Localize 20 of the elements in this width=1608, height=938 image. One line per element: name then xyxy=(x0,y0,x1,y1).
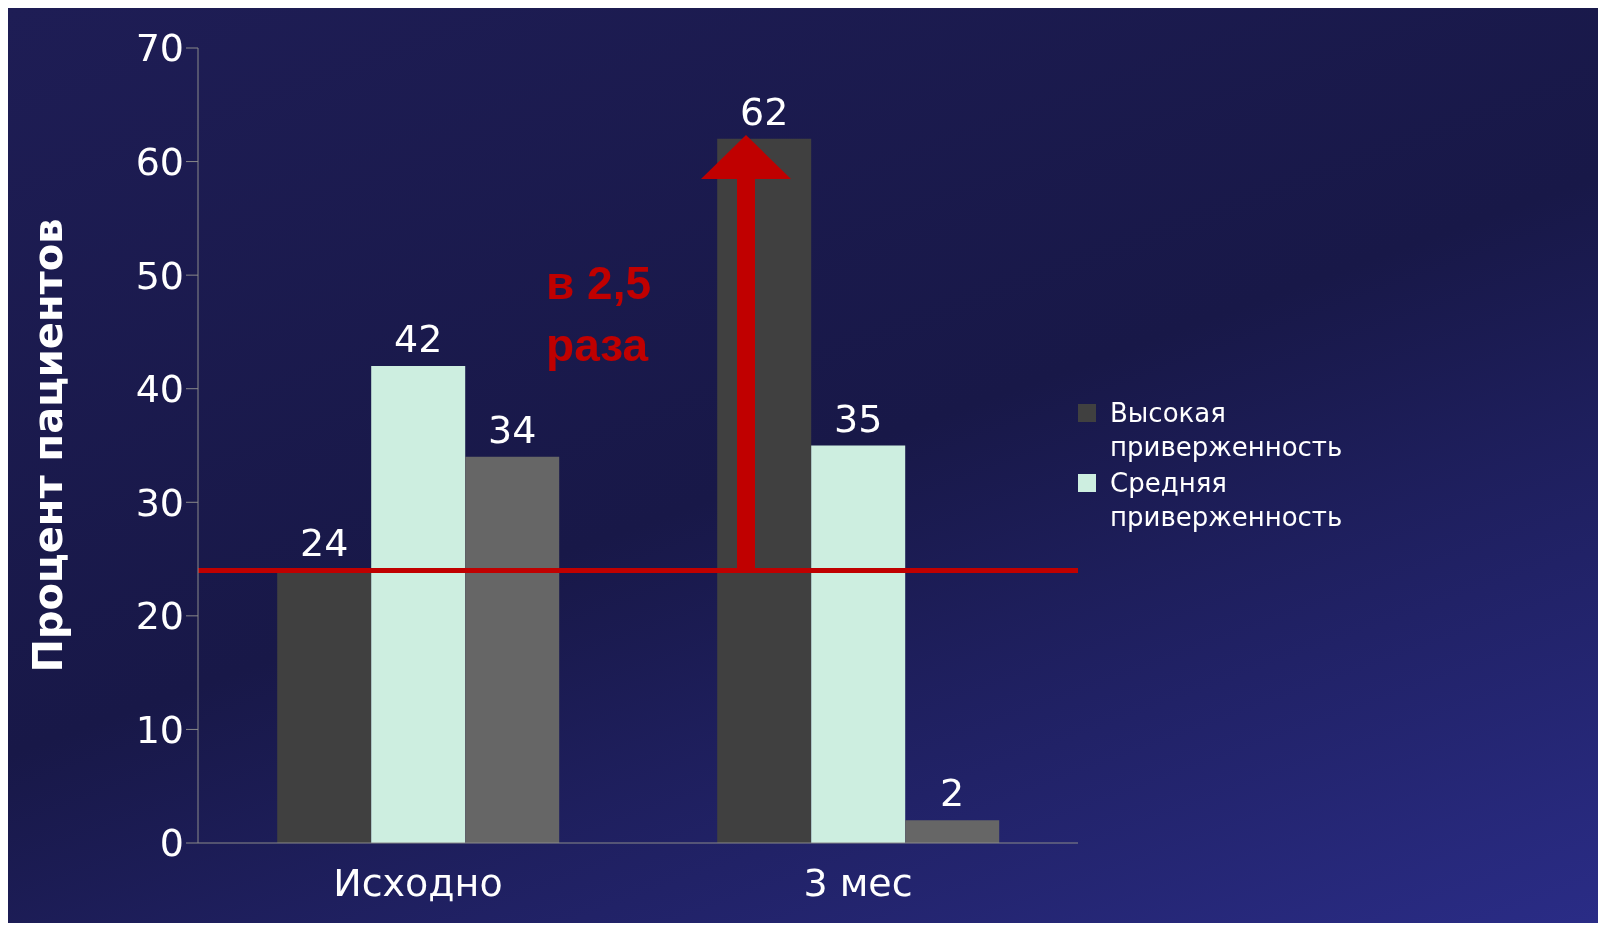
y-axis-title: Процент пациентов xyxy=(25,218,72,673)
y-tick-label: 40 xyxy=(135,367,184,412)
legend-label: Высокая приверженность xyxy=(1110,396,1343,464)
y-tick-label: 10 xyxy=(135,707,184,752)
y-tick-label: 50 xyxy=(135,253,184,298)
annotation: в 2,5 раза xyxy=(546,256,653,374)
y-tick-label: 60 xyxy=(135,140,184,185)
y-tick-label: 20 xyxy=(135,594,184,639)
data-label: 35 xyxy=(834,396,883,441)
y-tick-label: 30 xyxy=(135,480,184,525)
data-label: 62 xyxy=(740,89,789,134)
y-tick-label: 70 xyxy=(135,26,184,71)
legend-label: Средняя приверженность xyxy=(1110,466,1343,534)
y-tick-label: 0 xyxy=(159,821,184,866)
data-label: 24 xyxy=(300,521,349,566)
data-label: 42 xyxy=(394,317,443,361)
x-tick-label: 3 мес xyxy=(803,860,913,905)
data-label: 2 xyxy=(940,771,965,816)
data-label: 34 xyxy=(488,407,537,452)
x-tick-label: Исходно xyxy=(333,860,503,905)
